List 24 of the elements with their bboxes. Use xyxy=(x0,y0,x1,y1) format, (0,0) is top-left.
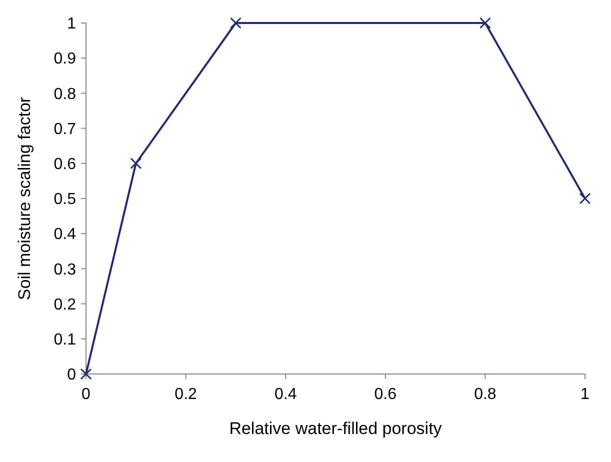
y-axis-title: Soil moisture scaling factor xyxy=(15,96,34,300)
x-tick-label: 0.8 xyxy=(474,386,496,403)
y-tick-label: 0.4 xyxy=(54,226,76,244)
y-tick-label: 0.6 xyxy=(54,156,76,173)
x-tick-label: 0.6 xyxy=(374,386,397,403)
y-tick-label: 0.1 xyxy=(54,332,76,348)
point xyxy=(479,17,491,29)
y-tick-label: 0 xyxy=(67,366,76,384)
x-tick-label: 0.2 xyxy=(174,386,198,403)
y-tick-label: 0.5 xyxy=(54,191,76,208)
point xyxy=(230,17,242,29)
y-tick-label: 0.8 xyxy=(54,86,76,103)
y-tick-label: 0.3 xyxy=(54,261,76,278)
y-tick-label: 0.9 xyxy=(54,50,76,68)
point xyxy=(579,192,591,204)
x-tick-label: 0.4 xyxy=(274,386,297,403)
y-tick-label: 0.2 xyxy=(54,296,76,314)
y-tick-label: 0.7 xyxy=(54,120,76,138)
y-tick-label: 1 xyxy=(67,16,76,33)
x-tick-label: 1 xyxy=(580,386,590,403)
x-tick-label: 0 xyxy=(82,386,91,403)
x-axis-title: Relative water-filled porosity xyxy=(229,419,442,438)
point xyxy=(130,158,142,170)
point xyxy=(80,368,92,380)
